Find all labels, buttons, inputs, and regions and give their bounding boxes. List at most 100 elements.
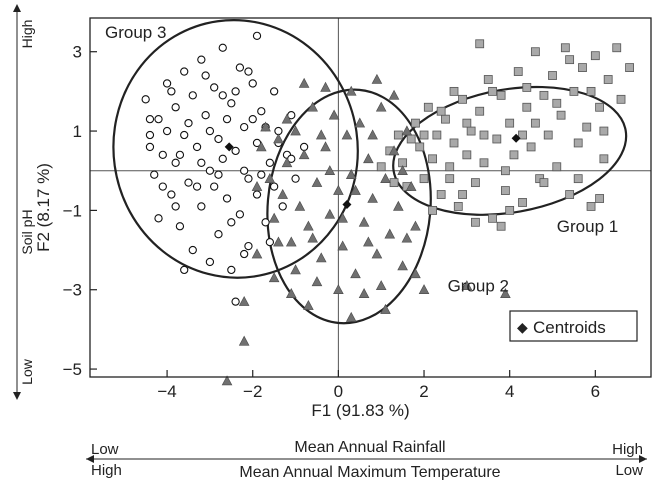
group-2-point — [375, 280, 387, 291]
group-3-point — [240, 249, 249, 259]
group-2-centroid — [342, 199, 352, 209]
group-2-point — [281, 113, 293, 124]
group-2-point — [384, 228, 396, 239]
y-axis-label: F2 (8.17 %) — [34, 163, 53, 252]
rainfall-title: Mean Annual Rainfall — [294, 439, 445, 456]
group-1-point — [556, 110, 566, 120]
group-1-point — [436, 190, 446, 199]
axis-ticks: −4 −2 0 2 4 6 −5 −3 −1 1 3 — [63, 43, 600, 401]
group-1-point — [432, 130, 442, 140]
group-2-point — [281, 157, 293, 168]
group-3-point — [257, 107, 266, 116]
group-3-point — [231, 146, 240, 156]
group-3-point — [214, 170, 223, 179]
group-2-point — [311, 176, 323, 187]
group-3-point — [205, 126, 215, 136]
legend-marker: ◆ — [517, 319, 528, 335]
group-2-point — [268, 212, 280, 223]
y-tick-label: 1 — [73, 122, 82, 141]
x-tick-label: 6 — [591, 382, 600, 401]
chart-text: F1 (91.83 %) F2 (8.17 %) Group 1 Group 2 Gro… — [34, 23, 618, 420]
group-1-point — [560, 43, 570, 53]
group-3-point — [227, 99, 236, 108]
group-3-point — [201, 71, 210, 80]
group-3-point — [218, 91, 227, 100]
x-axis-label: F1 (91.83 %) — [311, 401, 409, 420]
group-2-point — [324, 165, 336, 176]
group-2-point — [410, 220, 421, 231]
group-2-point — [341, 129, 353, 140]
group-2-point — [277, 188, 289, 199]
group-3-point — [231, 87, 240, 96]
group-2-point — [401, 232, 413, 243]
group-3-point — [141, 95, 150, 104]
group-1-point — [578, 63, 587, 72]
group-1-point — [462, 150, 472, 160]
group-2-point — [371, 248, 383, 259]
group-1-point — [492, 134, 502, 144]
group-2-point — [290, 264, 301, 275]
group-1-point — [376, 162, 386, 172]
group-1-point — [548, 71, 557, 80]
plot-frame — [89, 17, 652, 378]
group-2-point — [221, 375, 233, 386]
x-tick-label: 0 — [334, 382, 343, 401]
group-1-point — [509, 150, 519, 160]
group-1-point — [415, 142, 425, 152]
group-1-point — [449, 86, 459, 96]
group-1-centroid — [511, 133, 521, 143]
group-1-point — [479, 130, 489, 140]
group-3-point — [214, 230, 223, 239]
group-2-point — [315, 129, 327, 140]
group-2-point — [268, 272, 280, 283]
y-tick-label: −3 — [63, 281, 82, 300]
group-1-point — [449, 138, 459, 148]
group-1-point — [586, 86, 596, 96]
group-2-point — [405, 180, 417, 191]
group-1-point — [552, 98, 562, 108]
group-3-point — [150, 170, 159, 179]
group-2-point — [367, 192, 378, 203]
group-3-point — [205, 257, 215, 267]
group-2-point — [393, 200, 404, 211]
group-3-point — [244, 67, 253, 76]
group-2-point — [380, 173, 391, 183]
group-1-point — [471, 178, 480, 188]
group-3-point — [201, 111, 210, 120]
group-1-point — [526, 142, 536, 152]
group-1-point — [625, 63, 634, 72]
rainfall-right-label: High — [612, 441, 643, 458]
group-3-point — [180, 130, 189, 140]
group-3-point — [244, 174, 253, 183]
temperature-title: Mean Annual Maximum Temperature — [239, 464, 500, 480]
group-3-point — [252, 31, 262, 41]
group-2-point — [238, 335, 250, 346]
group-3-point — [192, 182, 202, 191]
group-2-point — [367, 129, 378, 140]
group-3-point — [210, 182, 219, 191]
group-1-point — [599, 154, 609, 164]
group-3-point — [205, 166, 215, 175]
group-3-point — [222, 115, 232, 124]
group-1-point — [565, 190, 575, 199]
group-1-point — [436, 106, 446, 116]
group-3-point — [154, 115, 163, 124]
group-3-point — [269, 87, 279, 96]
group-3-ellipse — [112, 19, 359, 279]
y-tick-label: −1 — [63, 201, 82, 220]
group-1-point — [518, 198, 527, 207]
group-1-point — [419, 130, 429, 140]
group-3-point — [167, 87, 176, 96]
group-1-point — [530, 47, 540, 57]
group-3-point — [171, 103, 180, 112]
group-3-point — [197, 55, 206, 64]
group-1-point — [419, 174, 429, 184]
group-2-point — [371, 73, 383, 84]
group-1-point — [539, 90, 549, 100]
group-1-point — [612, 43, 622, 53]
group-2-point — [358, 288, 370, 298]
group-2-point — [238, 295, 250, 306]
group-3-point — [227, 265, 236, 275]
group-1-point — [500, 166, 510, 176]
